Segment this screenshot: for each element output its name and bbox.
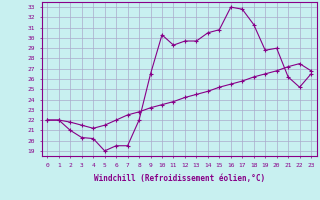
- X-axis label: Windchill (Refroidissement éolien,°C): Windchill (Refroidissement éolien,°C): [94, 174, 265, 183]
